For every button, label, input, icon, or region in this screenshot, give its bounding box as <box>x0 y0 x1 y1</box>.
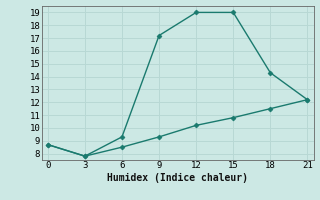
X-axis label: Humidex (Indice chaleur): Humidex (Indice chaleur) <box>107 173 248 183</box>
